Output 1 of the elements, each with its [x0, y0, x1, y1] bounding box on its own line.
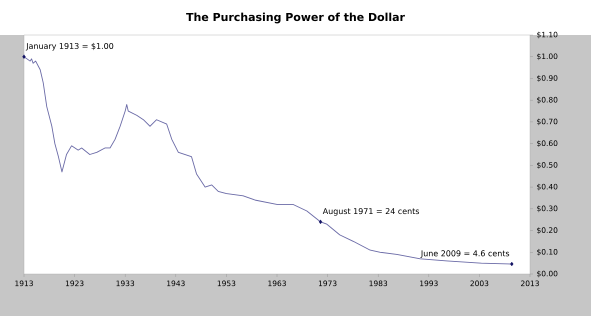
- chart-title: The Purchasing Power of the Dollar: [186, 12, 405, 24]
